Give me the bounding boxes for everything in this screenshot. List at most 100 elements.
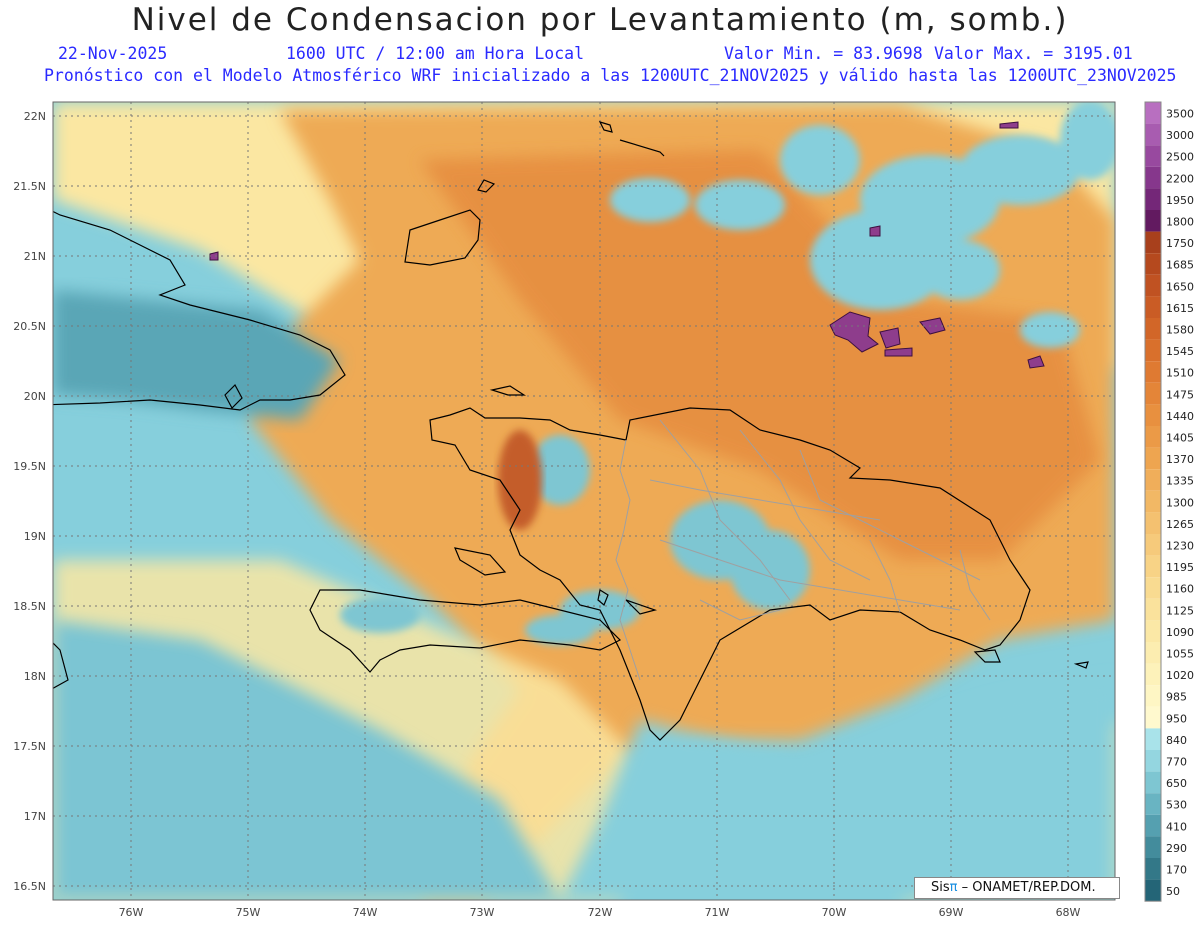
colorbar-label: 770 (1166, 756, 1187, 769)
colorbar-label: 1265 (1166, 518, 1194, 531)
lon-label: 72W (588, 906, 613, 919)
logo-sis: Sis (931, 880, 950, 895)
lon-label: 69W (939, 906, 964, 919)
colorbar-label: 1685 (1166, 259, 1194, 272)
colorbar-swatch (1145, 728, 1161, 750)
lon-label: 73W (470, 906, 495, 919)
colorbar-label: 530 (1166, 799, 1187, 812)
colorbar-label: 290 (1166, 842, 1187, 855)
colorbar-label: 1335 (1166, 475, 1194, 488)
colorbar-label: 1370 (1166, 453, 1194, 466)
colorbar-label: 985 (1166, 691, 1187, 704)
colorbar-label: 1950 (1166, 194, 1194, 207)
logo-text: – ONAMET/REP.DOM. (961, 880, 1096, 895)
colorbar-swatch (1145, 426, 1161, 448)
lat-label: 18N (24, 670, 46, 683)
colorbar-frame (1144, 101, 1162, 902)
colorbar-swatch (1145, 188, 1161, 210)
lon-label: 70W (822, 906, 847, 919)
lon-label: 68W (1056, 906, 1081, 919)
colorbar-swatch (1145, 318, 1161, 340)
lat-labels: 22N 21.5N 21N 20.5N 20N 19.5N 19N 18.5N … (13, 110, 46, 893)
colorbar-swatch (1145, 836, 1161, 858)
colorbar-label: 1195 (1166, 561, 1194, 574)
lat-label: 22N (24, 110, 46, 123)
lat-label: 18.5N (13, 600, 46, 613)
colorbar-label: 2500 (1166, 151, 1194, 164)
logo-pi: π (949, 880, 958, 895)
onamet-logo: Sisπ – ONAMET/REP.DOM. (914, 877, 1120, 899)
colorbar-swatch (1145, 663, 1161, 686)
colorbar-swatch (1145, 750, 1161, 772)
colorbar-label: 410 (1166, 820, 1187, 833)
colorbar-label: 1615 (1166, 302, 1194, 315)
colorbar-swatch (1145, 123, 1161, 146)
colorbar-swatch (1145, 404, 1161, 426)
max-value: Valor Max. = 3195.01 (934, 44, 1133, 63)
colorbar-label: 1580 (1166, 324, 1194, 337)
colorbar-label: 1125 (1166, 604, 1194, 617)
colorbar-label: 1440 (1166, 410, 1194, 423)
lat-label: 19.5N (13, 460, 46, 473)
colorbar-label: 1650 (1166, 280, 1194, 293)
colorbar-swatch (1145, 771, 1161, 794)
min-value: Valor Min. = 83.9698 (724, 44, 923, 63)
colorbar-swatch (1145, 858, 1161, 880)
map-title: Nivel de Condensacion por Levantamiento … (131, 2, 1069, 38)
lat-label: 19N (24, 530, 46, 543)
colorbar-swatch (1145, 447, 1161, 470)
colorbar-swatch (1145, 793, 1161, 815)
colorbar-swatch (1145, 577, 1161, 599)
colorbar-swatch (1145, 490, 1161, 513)
lon-label: 74W (353, 906, 378, 919)
colorbar: 3500 3000 2500 2200 1950 1800 1750 1685 1650 1615… (1144, 101, 1194, 902)
colorbar-swatch (1145, 620, 1161, 642)
colorbar-swatch (1145, 685, 1161, 707)
colorbar-label: 1055 (1166, 648, 1194, 661)
graticule (53, 102, 1115, 900)
coastlines (53, 121, 1089, 741)
lat-label: 21N (24, 250, 46, 263)
colorbar-swatch (1145, 253, 1161, 275)
colorbar-label: 1020 (1166, 669, 1194, 682)
colorbar-swatch (1145, 145, 1161, 167)
colorbar-label: 1090 (1166, 626, 1194, 639)
lon-label: 76W (119, 906, 144, 919)
colorbar-swatch (1145, 102, 1161, 124)
colorbar-swatch (1145, 512, 1161, 534)
colorbar-swatch (1145, 814, 1161, 837)
lon-labels: 76W 75W 74W 73W 72W 71W 70W 69W 68W (119, 906, 1081, 919)
colorbar-swatch (1145, 469, 1161, 491)
colorbar-label: 840 (1166, 734, 1187, 747)
lon-label: 71W (705, 906, 730, 919)
province-borders (615, 419, 991, 681)
lat-label: 21.5N (13, 180, 46, 193)
colorbar-label: 3000 (1166, 129, 1194, 142)
lat-label: 20.5N (13, 320, 46, 333)
colorbar-label: 170 (1166, 864, 1187, 877)
lat-label: 17N (24, 810, 46, 823)
colorbar-label: 50 (1166, 885, 1180, 898)
colorbar-swatch (1145, 598, 1161, 621)
colorbar-label: 1750 (1166, 237, 1194, 250)
colorbar-swatch (1145, 879, 1161, 902)
colorbar-swatch (1145, 296, 1161, 318)
colorbar-label: 1230 (1166, 540, 1194, 553)
colorbar-swatch (1145, 361, 1161, 383)
colorbar-swatch (1145, 274, 1161, 297)
colorbar-swatch (1145, 231, 1161, 254)
colorbar-label: 950 (1166, 712, 1187, 725)
lon-label: 75W (236, 906, 261, 919)
colorbar-swatch (1145, 555, 1161, 578)
colorbar-label: 1800 (1166, 216, 1194, 229)
colorbar-swatch (1145, 706, 1161, 729)
colorbar-swatch (1145, 642, 1161, 664)
colorbar-swatch (1145, 534, 1161, 556)
colorbar-label: 1475 (1166, 388, 1194, 401)
colorbar-swatch (1145, 339, 1161, 362)
colorbar-label: 1300 (1166, 496, 1194, 509)
map-frame (52, 101, 1116, 901)
field-layer (53, 102, 1115, 900)
lat-label: 20N (24, 390, 46, 403)
